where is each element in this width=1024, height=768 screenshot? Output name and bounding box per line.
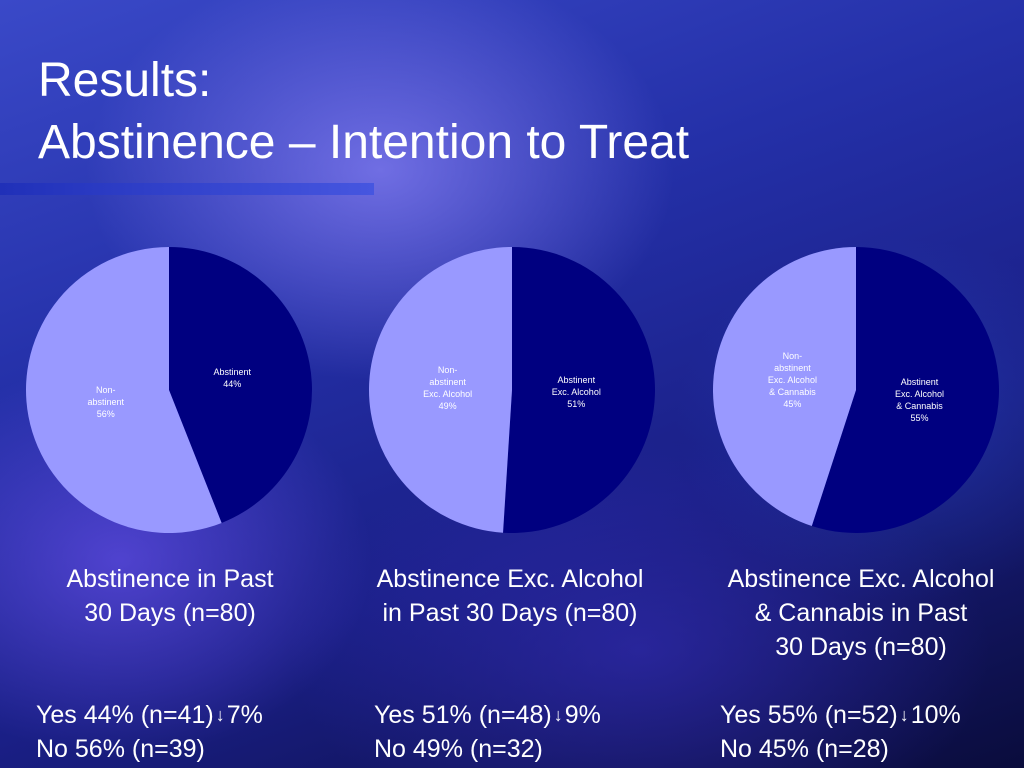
- pie-3-slice-1-label: Abstinent Exc. Alcohol & Cannabis 55%: [895, 377, 944, 423]
- stats-chart-2: Yes 51% (n=48) ↓9% No 49% (n=32): [374, 698, 601, 766]
- down-arrow-icon: ↓: [899, 705, 909, 725]
- pie-1-slice-2-label: Non-abstinent 56%: [88, 385, 125, 419]
- pie-1-slice-1: [169, 247, 312, 523]
- caption-chart-1: Abstinence in Past 30 Days (n=80): [20, 562, 320, 630]
- caption-1-line-2: 30 Days (n=80): [84, 599, 256, 627]
- stats-chart-1: Yes 44% (n=41) ↓7% No 56% (n=39): [36, 698, 263, 766]
- pie-2-slice-1-label: Abstinent Exc. Alcohol 51%: [552, 375, 601, 409]
- stats-2-yes: Yes 51% (n=48): [374, 701, 552, 729]
- pie-2-slice-2: [368, 247, 512, 533]
- pie-chart-2: Abstinent Exc. Alcohol 51% Non-abstinent Exc…: [368, 247, 655, 533]
- stats-1-yes: Yes 44% (n=41): [36, 701, 214, 729]
- caption-1-line-1: Abstinence in Past: [66, 565, 274, 593]
- caption-chart-2: Abstinence Exc. Alcohol in Past 30 Days …: [352, 562, 668, 630]
- stats-chart-3: Yes 55% (n=52) ↓10% No 45% (n=28): [720, 698, 961, 766]
- stats-1-yes-row: Yes 44% (n=41) ↓7%: [36, 698, 263, 732]
- stats-1-change: 7%: [226, 701, 263, 729]
- title-underline: [0, 183, 374, 195]
- stats-2-change: 9%: [564, 701, 601, 729]
- pie-3-slice-2-label: Non-abstinent Exc. Alcohol & Cannabis 45%: [768, 351, 817, 409]
- title-line-2: Abstinence – Intention to Treat: [38, 116, 690, 169]
- pie-3-slice-2: [712, 247, 856, 527]
- caption-3-line-3: 30 Days (n=80): [775, 633, 947, 661]
- stats-3-yes: Yes 55% (n=52): [720, 701, 898, 729]
- down-arrow-icon: ↓: [553, 705, 563, 725]
- caption-3-line-2: & Cannabis in Past: [754, 599, 968, 627]
- stats-1-no: No 56% (n=39): [36, 735, 205, 763]
- down-arrow-icon: ↓: [215, 705, 225, 725]
- caption-3-line-1: Abstinence Exc. Alcohol: [727, 565, 995, 593]
- pie-chart-3: Abstinent Exc. Alcohol & Cannabis 55% Non-ab…: [712, 247, 999, 533]
- stats-2-no: No 49% (n=32): [374, 735, 543, 763]
- pie-1-slice-1-label: Abstinent 44%: [213, 367, 251, 389]
- title-line-1: Results:: [38, 54, 212, 107]
- slide-title: Results: Abstinence – Intention to Treat: [38, 50, 689, 174]
- pie-2-slice-2-label: Non-abstinent Exc. Alcohol 49%: [423, 365, 472, 411]
- pie-1-slice-2: [25, 247, 222, 533]
- pie-3-slice-1: [811, 247, 999, 533]
- caption-chart-3: Abstinence Exc. Alcohol & Cannabis in Pa…: [702, 562, 1020, 664]
- stats-3-yes-row: Yes 55% (n=52) ↓10%: [720, 698, 961, 732]
- caption-2-line-1: Abstinence Exc. Alcohol: [376, 565, 644, 593]
- pie-2-slice-1: [503, 247, 655, 533]
- caption-2-line-2: in Past 30 Days (n=80): [382, 599, 638, 627]
- stats-3-no: No 45% (n=28): [720, 735, 889, 763]
- stats-2-yes-row: Yes 51% (n=48) ↓9%: [374, 698, 601, 732]
- pie-chart-1: Abstinent 44% Non-abstinent 56%: [25, 247, 312, 533]
- stats-3-change: 10%: [910, 701, 961, 729]
